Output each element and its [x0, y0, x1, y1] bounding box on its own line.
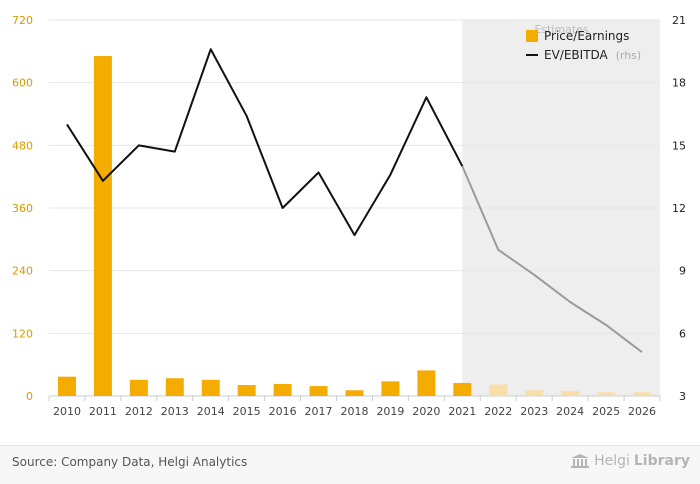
x-tick-label: 2018 [341, 405, 369, 418]
brand-name-bold: Library [633, 453, 690, 469]
x-tick-label: 2014 [197, 405, 225, 418]
bar [273, 383, 292, 396]
bar [453, 382, 472, 396]
bar [489, 384, 508, 396]
x-tick-label: 2024 [556, 405, 584, 418]
right-tick-label: 6 [679, 327, 686, 340]
source-note: Source: Company Data, Helgi Analytics [12, 455, 248, 469]
bar [597, 392, 616, 396]
legend-label-ev-ebitda: EV/EBITDA (rhs) [544, 48, 641, 62]
bar [309, 386, 328, 396]
library-building-icon [571, 454, 590, 468]
x-tick-label: 2013 [161, 405, 189, 418]
right-tick-label: 12 [672, 202, 686, 215]
grid-lines [49, 19, 660, 397]
bar [381, 381, 400, 396]
footer: Source: Company Data, Helgi Analytics He… [0, 445, 700, 484]
left-tick-label: 360 [12, 202, 33, 215]
ev-ebitda-line-estimate [461, 165, 643, 353]
x-tick-label: 2019 [376, 405, 404, 418]
left-axis: 0 120 240 360 480 600 720 [12, 14, 33, 403]
bar [165, 378, 184, 396]
right-tick-label: 18 [672, 77, 686, 90]
right-tick-label: 15 [672, 139, 686, 152]
left-tick-label: 480 [12, 139, 33, 152]
right-tick-label: 9 [679, 265, 686, 278]
x-tick-label: 2016 [269, 405, 297, 418]
x-tick-label: 2021 [448, 405, 476, 418]
left-tick-label: 720 [12, 14, 33, 27]
bar [93, 56, 112, 397]
bar [201, 379, 220, 396]
right-tick-label: 21 [672, 14, 686, 27]
estimates-label: Estimates [534, 23, 589, 36]
legend: Price/Earnings EV/EBITDA (rhs) [526, 29, 641, 62]
legend-label-rhs: (rhs) [616, 49, 642, 62]
bar [525, 390, 544, 396]
bar [57, 376, 76, 396]
bar [561, 390, 580, 396]
x-tick-label: 2011 [89, 405, 117, 418]
bar [129, 379, 148, 396]
brand-logo[interactable]: Helgi Library [570, 453, 690, 469]
x-tick-label: 2025 [592, 405, 620, 418]
line-series [66, 48, 643, 353]
left-tick-label: 600 [12, 77, 33, 90]
legend-label-price-earnings: Price/Earnings [544, 29, 629, 43]
x-tick-label: 2012 [125, 405, 153, 418]
x-tick-label: 2026 [628, 405, 656, 418]
ev-ebitda-line-actual [66, 48, 464, 237]
bar [417, 370, 436, 396]
bar [345, 390, 364, 396]
x-tick-label: 2010 [53, 405, 81, 418]
bar [633, 392, 652, 396]
x-tick-label: 2020 [412, 405, 440, 418]
chart-area: 0 120 240 360 480 600 720 3 6 9 12 15 18 21 2010 2011… [12, 14, 686, 418]
x-tick-label: 2023 [520, 405, 548, 418]
legend-label-ev-ebitda-name: EV/EBITDA [544, 48, 609, 62]
x-tick-label: 2017 [305, 405, 333, 418]
x-axis: 2010 2011 2012 2013 2014 2015 2016 2017 2018 2019… [48, 396, 661, 418]
right-axis: 3 6 9 12 15 18 21 [672, 14, 686, 403]
left-tick-label: 120 [12, 327, 33, 340]
brand-name-light: Helgi [594, 453, 630, 469]
bar-series [57, 56, 652, 397]
legend-swatch-price-earnings [526, 30, 538, 42]
bar [237, 385, 256, 396]
x-tick-label: 2022 [484, 405, 512, 418]
left-tick-label: 240 [12, 265, 33, 278]
left-tick-label: 0 [26, 390, 33, 403]
right-tick-label: 3 [679, 390, 686, 403]
x-tick-label: 2015 [233, 405, 261, 418]
